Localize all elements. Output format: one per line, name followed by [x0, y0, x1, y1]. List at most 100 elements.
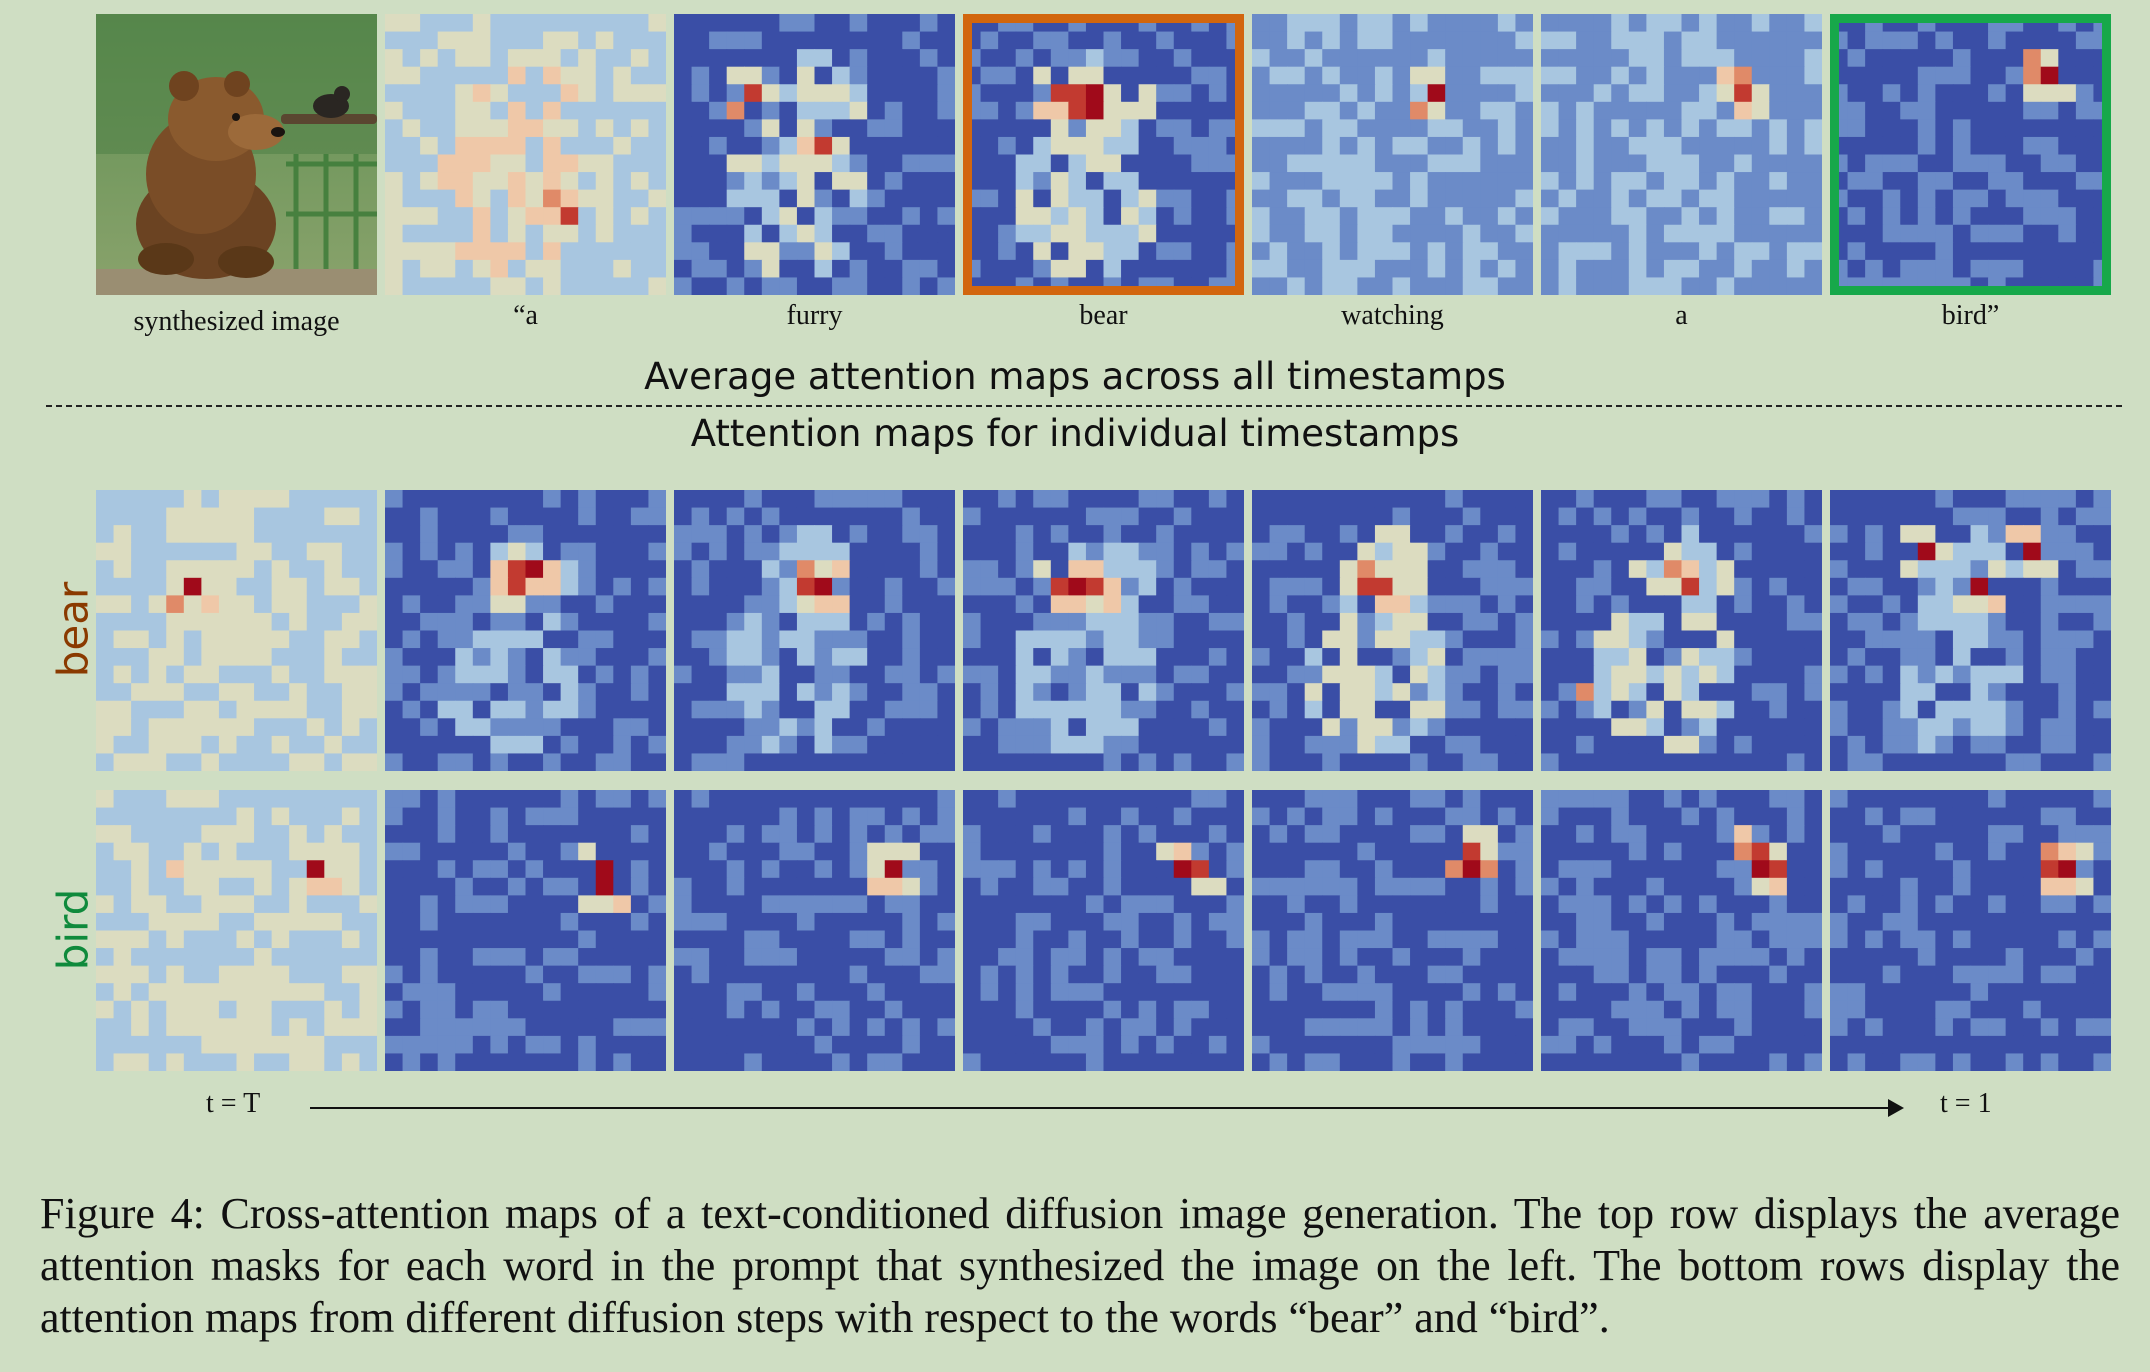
- heatmap-cell: [1628, 790, 1647, 809]
- heatmap-cell: [779, 1035, 798, 1055]
- heatmap-cell: [166, 1000, 185, 1019]
- heatmap-cell: [963, 490, 982, 509]
- heatmap-cell: [507, 242, 527, 261]
- heatmap-cell: [1681, 259, 1700, 279]
- heatmap-cell: [1663, 490, 1683, 509]
- heatmap-cell: [1804, 860, 1822, 879]
- heatmap-cell: [630, 490, 650, 509]
- heatmap-cell: [674, 490, 693, 509]
- heatmap-cell: [254, 912, 273, 932]
- heatmap-cell: [1716, 189, 1735, 208]
- heatmap-cell: [1611, 577, 1630, 596]
- heatmap-cell: [1786, 877, 1806, 896]
- heatmap-cell: [1847, 542, 1866, 561]
- heatmap-cell: [1699, 1035, 1718, 1055]
- heatmap-cell: [1392, 542, 1411, 561]
- heatmap-cell: [919, 948, 939, 967]
- heatmap-cell: [341, 700, 361, 719]
- heatmap-cell: [1970, 700, 1989, 719]
- heatmap-cell: [1339, 860, 1358, 879]
- heatmap-cell: [183, 965, 202, 984]
- heatmap-cell: [1068, 948, 1087, 967]
- heatmap-cell: [507, 595, 527, 614]
- heatmap-cell: [1410, 683, 1429, 702]
- heatmap-cell: [437, 983, 456, 1002]
- heatmap-cell: [2075, 101, 2095, 120]
- heatmap-cell: [726, 242, 745, 261]
- heatmap-cell: [1068, 577, 1087, 596]
- heatmap-cell: [963, 700, 982, 719]
- heatmap-cell: [271, 700, 290, 719]
- heatmap-cell: [2023, 525, 2042, 544]
- heatmap-cell: [1103, 14, 1122, 33]
- heatmap-cell: [1541, 66, 1560, 85]
- heatmap-cell: [1033, 31, 1052, 50]
- heatmap-cell: [1208, 860, 1228, 879]
- heatmap-cell: [691, 983, 710, 1002]
- heatmap-cell: [1068, 277, 1087, 295]
- heatmap-cell: [761, 807, 780, 826]
- heatmap-cell: [1068, 735, 1087, 755]
- heatmap-cell: [1392, 630, 1411, 649]
- heatmap-cell: [543, 207, 562, 226]
- heatmap-cell: [691, 31, 710, 50]
- heatmap: [385, 490, 666, 771]
- heatmap-cell: [236, 700, 255, 719]
- heatmap-cell: [919, 259, 939, 279]
- heatmap-cell: [236, 930, 255, 949]
- heatmap-cell: [1374, 136, 1394, 156]
- heatmap-cell: [254, 577, 273, 596]
- heatmap-cell: [455, 66, 474, 85]
- heatmap-cell: [324, 1018, 343, 1037]
- heatmap-cell: [980, 665, 999, 684]
- heatmap-cell: [937, 807, 955, 826]
- heatmap-cell: [131, 825, 150, 844]
- heatmap-cell: [1900, 84, 1919, 103]
- heatmap-cell: [1611, 753, 1630, 771]
- heatmap-cell: [1628, 965, 1647, 984]
- heatmap-cell: [1663, 912, 1683, 932]
- heatmap-cell: [1988, 612, 2007, 632]
- heatmap-cell: [595, 507, 614, 526]
- heatmap-cell: [2040, 860, 2059, 879]
- heatmap-cell: [1445, 101, 1464, 120]
- heatmap-cell: [1085, 101, 1105, 120]
- heatmap-cell: [595, 560, 614, 579]
- heatmap-cell: [1751, 948, 1770, 967]
- heatmap-cell: [525, 49, 544, 68]
- heatmap-cell: [166, 860, 185, 879]
- heatmap-cell: [1865, 560, 1884, 579]
- heatmap-cell: [1541, 735, 1560, 755]
- heatmap-cell: [1699, 542, 1718, 561]
- heatmap-cell: [998, 207, 1017, 226]
- heatmap-cell: [341, 1053, 361, 1071]
- heatmap-cell: [1252, 101, 1271, 120]
- heatmap-cell: [980, 877, 999, 896]
- heatmap-cell: [560, 136, 579, 156]
- heatmap-cell: [937, 630, 955, 649]
- heatmap-cell: [1269, 860, 1288, 879]
- heatmap-cell: [849, 490, 868, 509]
- heatmap-cell: [1445, 490, 1464, 509]
- heatmap-cell: [2058, 172, 2077, 191]
- heatmap-cell: [779, 648, 798, 667]
- heatmap-cell: [1593, 189, 1612, 208]
- heatmap-cell: [2075, 259, 2095, 279]
- heatmap-cell: [1068, 807, 1087, 826]
- heatmap-cell: [761, 242, 780, 261]
- heatmap-cell: [1847, 718, 1866, 737]
- heatmap-cell: [236, 683, 255, 702]
- heatmap-cell: [1917, 753, 1936, 771]
- heatmap-cell: [1033, 790, 1052, 809]
- heatmap-cell: [1681, 577, 1700, 596]
- heatmap-cell: [1917, 577, 1936, 596]
- heatmap-cell: [595, 807, 614, 826]
- heatmap-cell: [744, 860, 763, 879]
- heatmap-cell: [525, 983, 544, 1002]
- heatmap-cell: [1830, 136, 1849, 156]
- heatmap-cell: [1392, 154, 1411, 173]
- heatmap-cell: [1173, 700, 1192, 719]
- heatmap-cell: [1339, 648, 1358, 667]
- heatmap-cell: [1173, 119, 1192, 138]
- heatmap-cell: [1339, 224, 1358, 243]
